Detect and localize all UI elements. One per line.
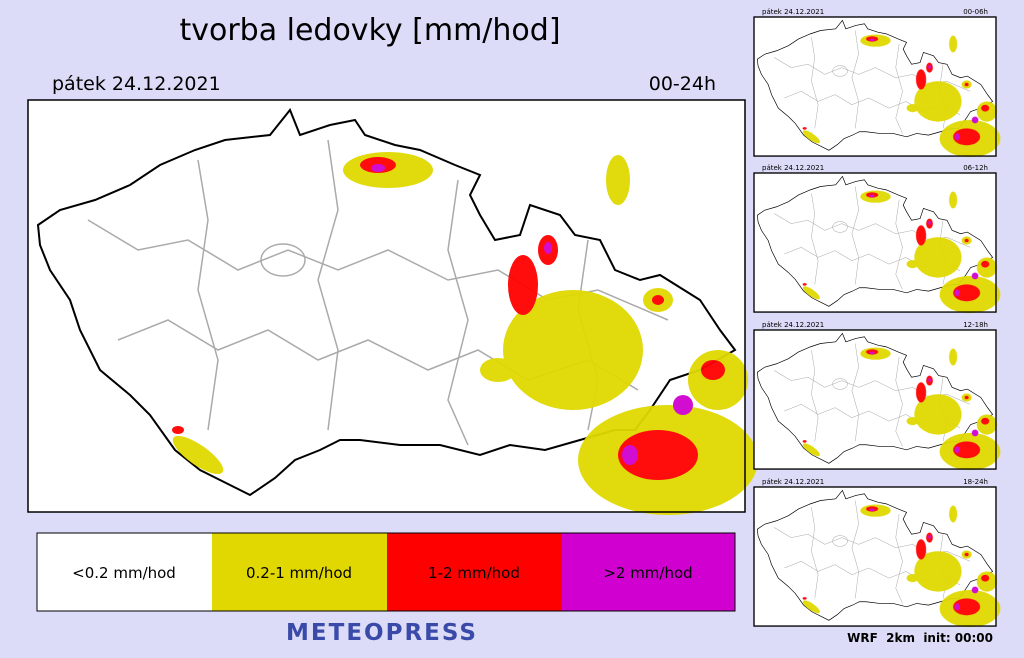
date: pátek 24.12.2021 — [52, 73, 221, 95]
title: tvorba ledovky [mm/hod] — [179, 13, 560, 48]
thumbnail: pátek 24.12.2021 00-06h — [753, 8, 1001, 158]
thumb-period: 12-18h — [963, 321, 988, 329]
brand: METEOPRESS — [286, 620, 478, 646]
thumbnail: pátek 24.12.2021 06-12h — [753, 164, 1001, 314]
period: 00-24h — [649, 73, 716, 95]
thumb-period: 00-06h — [963, 8, 988, 16]
main-map — [27, 99, 759, 516]
thumbnail: pátek 24.12.2021 12-18h — [753, 321, 1001, 471]
thumb-date: pátek 24.12.2021 — [762, 321, 824, 329]
thumb-date: pátek 24.12.2021 — [762, 8, 824, 16]
footer: WRF 2km init: 00:00 — [847, 631, 993, 645]
legend: <0.2 mm/hod 0.2-1 mm/hod 1-2 mm/hod >2 m… — [36, 532, 736, 612]
legend-label: <0.2 mm/hod — [72, 564, 176, 582]
legend-label: >2 mm/hod — [603, 564, 692, 582]
legend-label: 1-2 mm/hod — [428, 564, 520, 582]
thumbnail: pátek 24.12.2021 18-24h — [753, 478, 1001, 628]
thumb-period: 18-24h — [963, 478, 988, 486]
thumb-period: 06-12h — [963, 164, 988, 172]
thumb-date: pátek 24.12.2021 — [762, 478, 824, 486]
thumb-date: pátek 24.12.2021 — [762, 164, 824, 172]
legend-label: 0.2-1 mm/hod — [246, 564, 352, 582]
